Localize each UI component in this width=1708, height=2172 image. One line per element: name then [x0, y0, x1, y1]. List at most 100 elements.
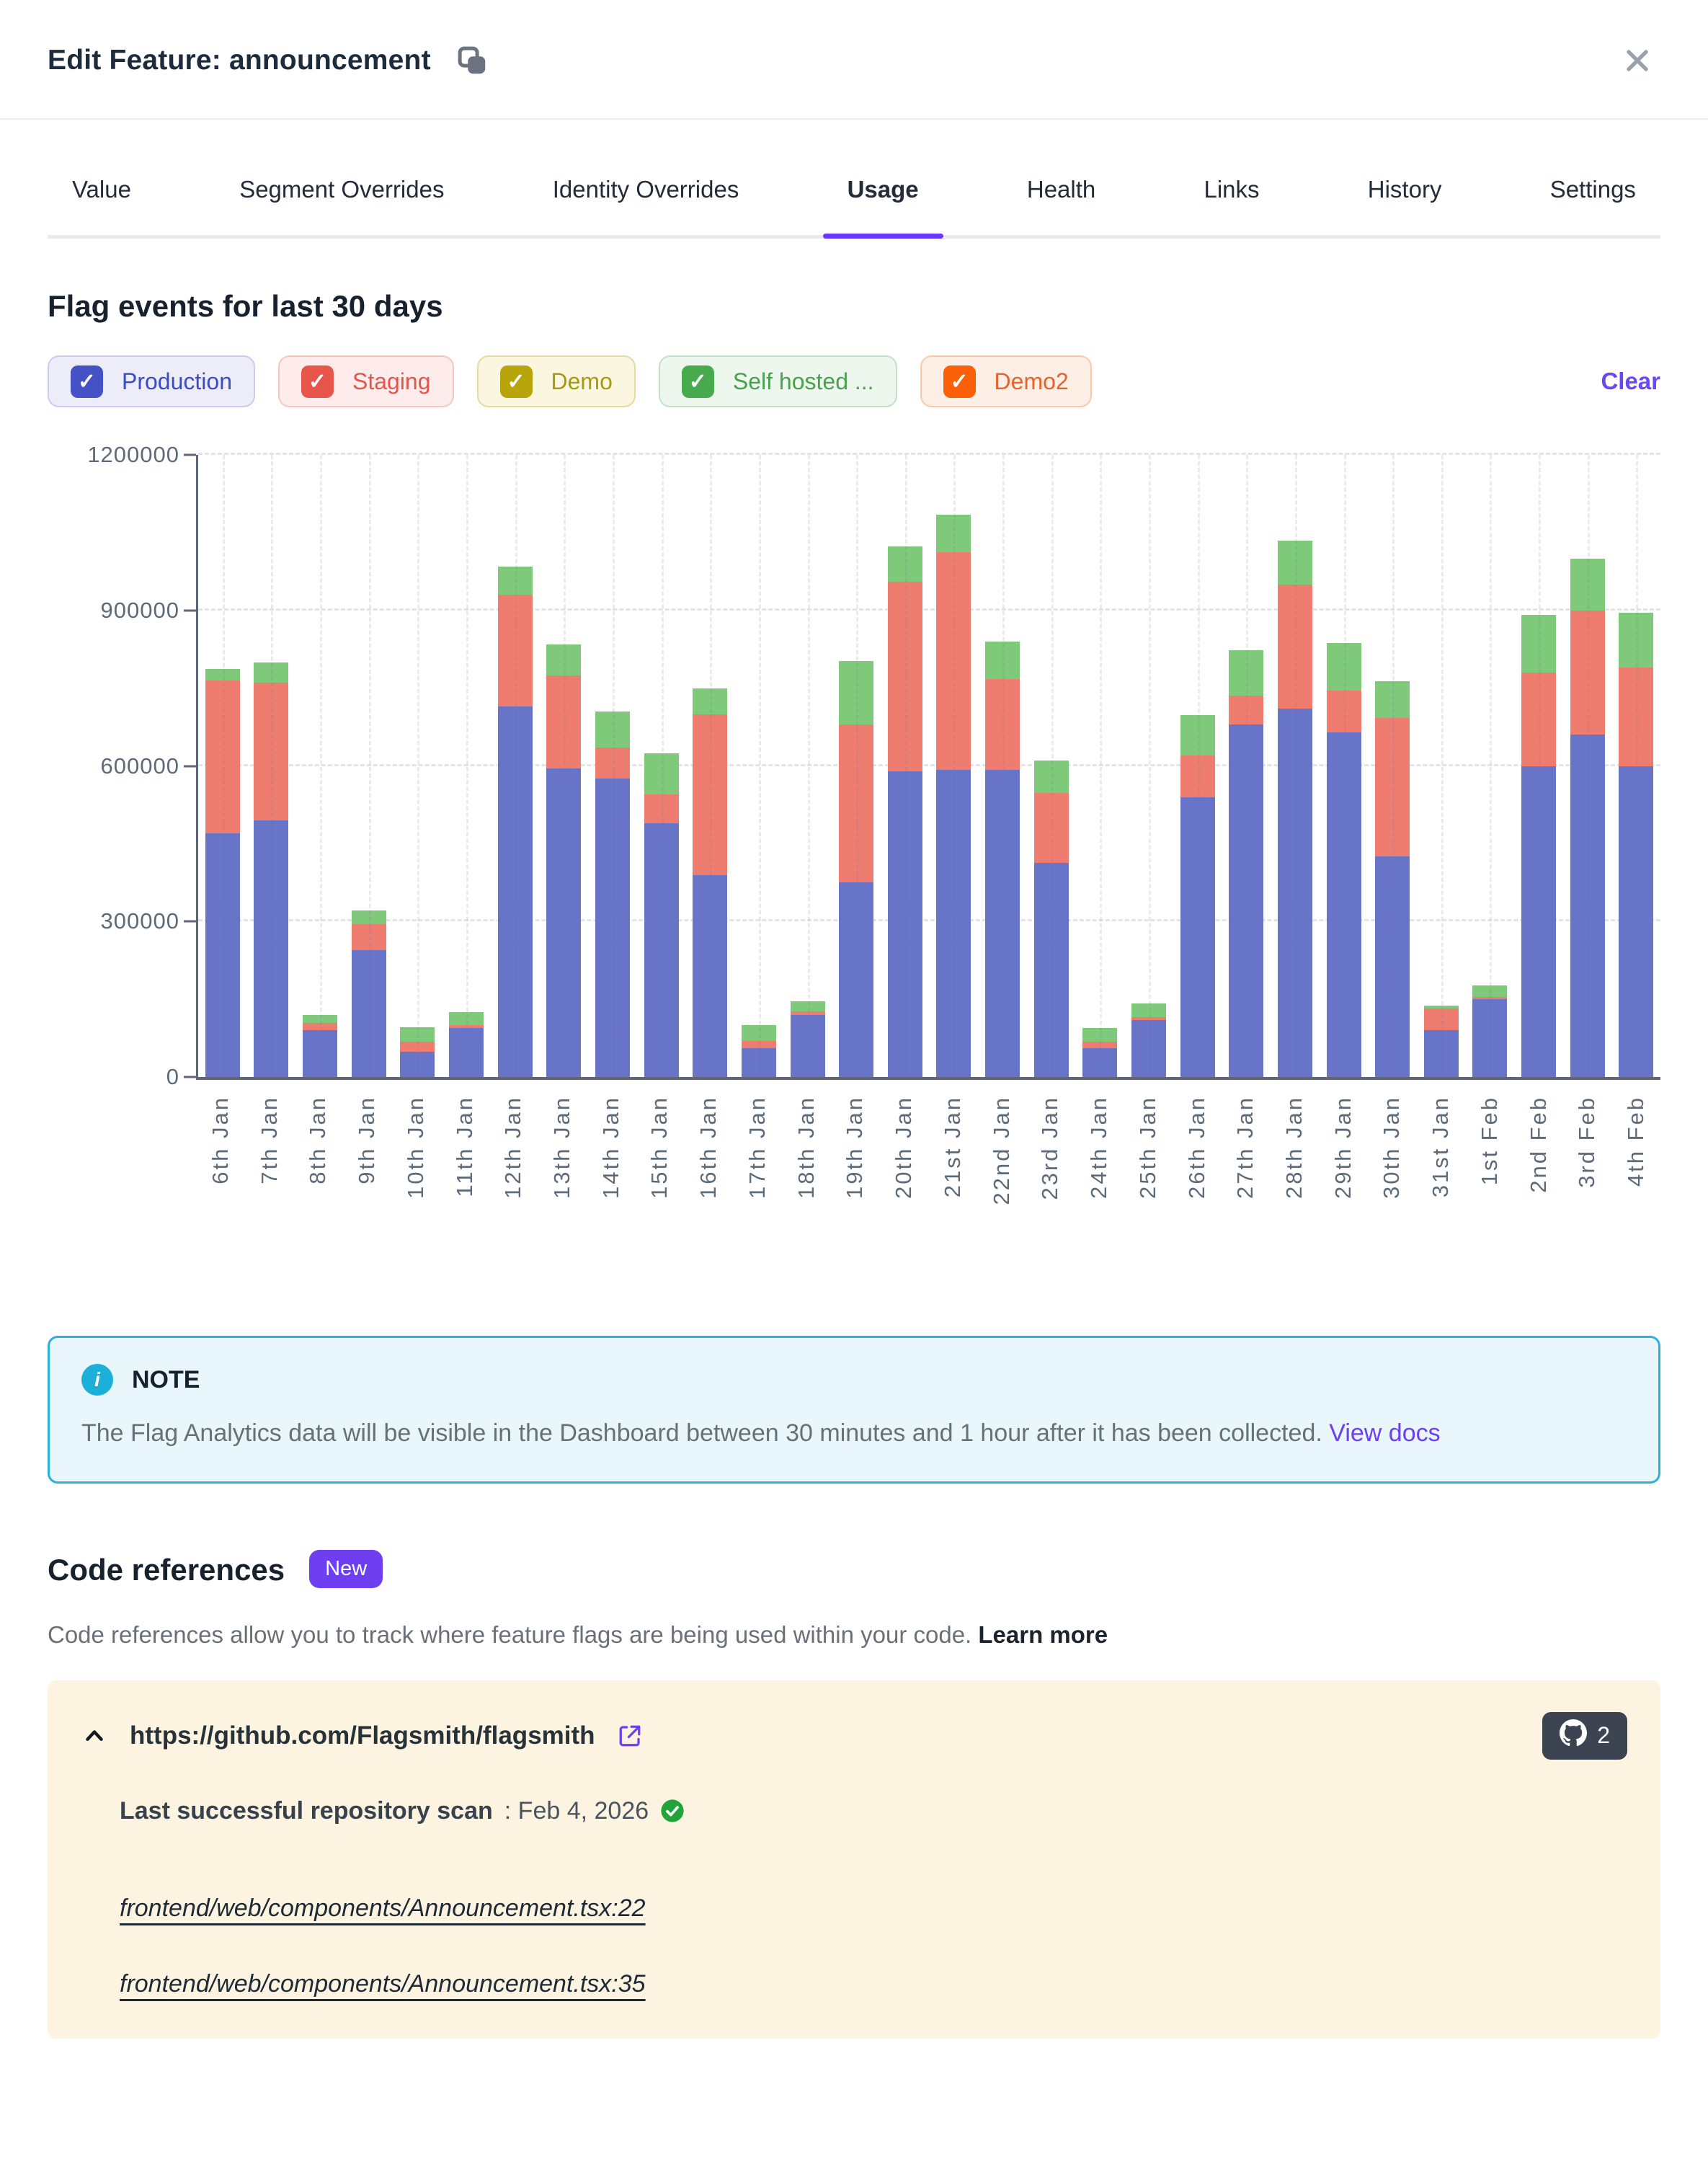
- bar-segment-staging: [546, 675, 582, 769]
- tab-value[interactable]: Value: [48, 176, 156, 235]
- bar-segment-self-hosted: [644, 753, 679, 795]
- code-reference-file-link[interactable]: frontend/web/components/Announcement.tsx…: [120, 1969, 646, 1998]
- bar-segment-self-hosted: [693, 688, 728, 714]
- env-chip-demo2[interactable]: ✓ Demo2: [920, 355, 1092, 407]
- stacked-bar-15th-jan: [644, 455, 679, 1077]
- bar-segment-production: [1277, 709, 1312, 1077]
- x-axis-slot: 23rd Jan: [1026, 1096, 1075, 1251]
- env-chip-label: Self hosted ...: [732, 368, 874, 394]
- x-axis-slot: 24th Jan: [1075, 1096, 1124, 1251]
- tab-settings[interactable]: Settings: [1526, 176, 1660, 235]
- stacked-bar-8th-jan: [303, 455, 338, 1077]
- bar-segment-self-hosted: [741, 1025, 776, 1041]
- bar-slot: [1124, 455, 1173, 1077]
- x-axis-slot: 28th Jan: [1270, 1096, 1319, 1251]
- env-chip-staging[interactable]: ✓ Staging: [277, 355, 454, 407]
- open-repo-external-button[interactable]: [617, 1723, 643, 1749]
- bar-segment-self-hosted: [1229, 650, 1264, 696]
- bar-slot: [1417, 455, 1466, 1077]
- checkbox-checked-icon[interactable]: ✓: [301, 365, 334, 398]
- stacked-bar-14th-jan: [595, 455, 630, 1077]
- bar-slot: [588, 455, 637, 1077]
- bar-segment-production: [644, 823, 679, 1077]
- bar-segment-production: [985, 770, 1020, 1077]
- x-axis-label: 25th Jan: [1134, 1096, 1160, 1199]
- stacked-bar-28th-jan: [1277, 455, 1312, 1077]
- x-axis-label: 13th Jan: [549, 1096, 574, 1199]
- copy-icon: [455, 46, 489, 79]
- x-axis-label: 21st Jan: [939, 1096, 965, 1198]
- checkbox-checked-icon[interactable]: ✓: [499, 365, 533, 398]
- bar-slot: [539, 455, 588, 1077]
- checkbox-checked-icon[interactable]: ✓: [71, 365, 103, 398]
- scan-label: Last successful repository scan: [120, 1796, 493, 1825]
- x-axis-slot: 12th Jan: [489, 1096, 538, 1251]
- bar-segment-self-hosted: [449, 1012, 484, 1026]
- x-axis-slot: 29th Jan: [1319, 1096, 1368, 1251]
- x-axis-slot: 18th Jan: [782, 1096, 831, 1251]
- x-axis-label: 10th Jan: [402, 1096, 428, 1199]
- bar-segment-self-hosted: [1423, 1005, 1459, 1009]
- x-axis-label: 6th Jan: [207, 1096, 233, 1184]
- bar-segment-production: [741, 1048, 776, 1077]
- tab-identity-overrides[interactable]: Identity Overrides: [528, 176, 764, 235]
- learn-more-link[interactable]: Learn more: [978, 1621, 1108, 1648]
- bar-segment-staging: [1033, 792, 1069, 863]
- bar-slot: [881, 455, 930, 1077]
- stacked-bar-16th-jan: [693, 455, 728, 1077]
- bar-segment-staging: [1131, 1017, 1166, 1020]
- bar-segment-staging: [1619, 667, 1654, 766]
- x-axis-slot: 21st Jan: [928, 1096, 977, 1251]
- stacked-bar-7th-jan: [254, 455, 289, 1077]
- github-references-count-badge[interactable]: 2: [1542, 1711, 1627, 1760]
- x-axis-slot: 1st Feb: [1465, 1096, 1514, 1251]
- x-axis-label: 9th Jan: [354, 1096, 380, 1184]
- x-axis-slot: 22nd Jan: [977, 1096, 1026, 1251]
- bar-slot: [685, 455, 734, 1077]
- bar-slot: [1368, 455, 1417, 1077]
- x-axis-label: 22nd Jan: [988, 1096, 1014, 1205]
- bar-segment-staging: [595, 748, 630, 779]
- x-axis-slot: 6th Jan: [196, 1096, 245, 1251]
- bar-segment-production: [936, 770, 971, 1077]
- x-axis-label: 11th Jan: [451, 1096, 477, 1197]
- env-chip-demo[interactable]: ✓ Demo: [476, 355, 636, 407]
- repository-url-link[interactable]: https://github.com/Flagsmith/flagsmith: [130, 1721, 595, 1750]
- tab-usage[interactable]: Usage: [822, 176, 943, 239]
- close-modal-button[interactable]: [1614, 37, 1660, 84]
- env-chip-production[interactable]: ✓ Production: [48, 355, 255, 407]
- bar-segment-self-hosted: [1619, 613, 1654, 668]
- x-axis-label: 7th Jan: [256, 1096, 282, 1184]
- code-references-section: Code references New Code references allo…: [0, 1549, 1708, 2039]
- x-axis-label: 19th Jan: [842, 1096, 868, 1199]
- clear-filters-button[interactable]: Clear: [1601, 368, 1660, 394]
- copy-feature-name-button[interactable]: [455, 44, 489, 77]
- tab-history[interactable]: History: [1343, 176, 1467, 235]
- tab-health[interactable]: Health: [1002, 176, 1120, 235]
- bar-segment-production: [1375, 856, 1410, 1077]
- collapse-repo-button[interactable]: [81, 1722, 108, 1750]
- env-chip-self-hosted[interactable]: ✓ Self hosted ...: [658, 355, 897, 407]
- bar-segment-self-hosted: [1521, 614, 1557, 673]
- bar-slot: [1514, 455, 1563, 1077]
- bar-slot: [1320, 455, 1369, 1077]
- bar-segment-staging: [936, 552, 971, 771]
- code-reference-file-link[interactable]: frontend/web/components/Announcement.tsx…: [120, 1894, 646, 1922]
- env-chip-label: Staging: [352, 368, 431, 394]
- tab-links[interactable]: Links: [1179, 176, 1284, 235]
- bar-slot: [1563, 455, 1612, 1077]
- bar-slot: [247, 455, 296, 1077]
- bar-segment-staging: [790, 1011, 825, 1015]
- code-reference-files: frontend/web/components/Announcement.tsx…: [120, 1894, 1627, 1998]
- stacked-bar-24th-jan: [1082, 455, 1118, 1077]
- note-text: The Flag Analytics data will be visible …: [81, 1419, 1322, 1447]
- bar-segment-production: [887, 771, 922, 1077]
- env-chip-label: Production: [122, 368, 232, 394]
- bar-segment-staging: [351, 923, 386, 950]
- x-axis-label: 24th Jan: [1086, 1096, 1112, 1199]
- tab-segment-overrides[interactable]: Segment Overrides: [215, 176, 468, 235]
- checkbox-checked-icon[interactable]: ✓: [681, 365, 714, 398]
- view-docs-link[interactable]: View docs: [1329, 1419, 1441, 1447]
- checkbox-checked-icon[interactable]: ✓: [943, 365, 976, 398]
- stacked-bar-10th-jan: [400, 455, 435, 1077]
